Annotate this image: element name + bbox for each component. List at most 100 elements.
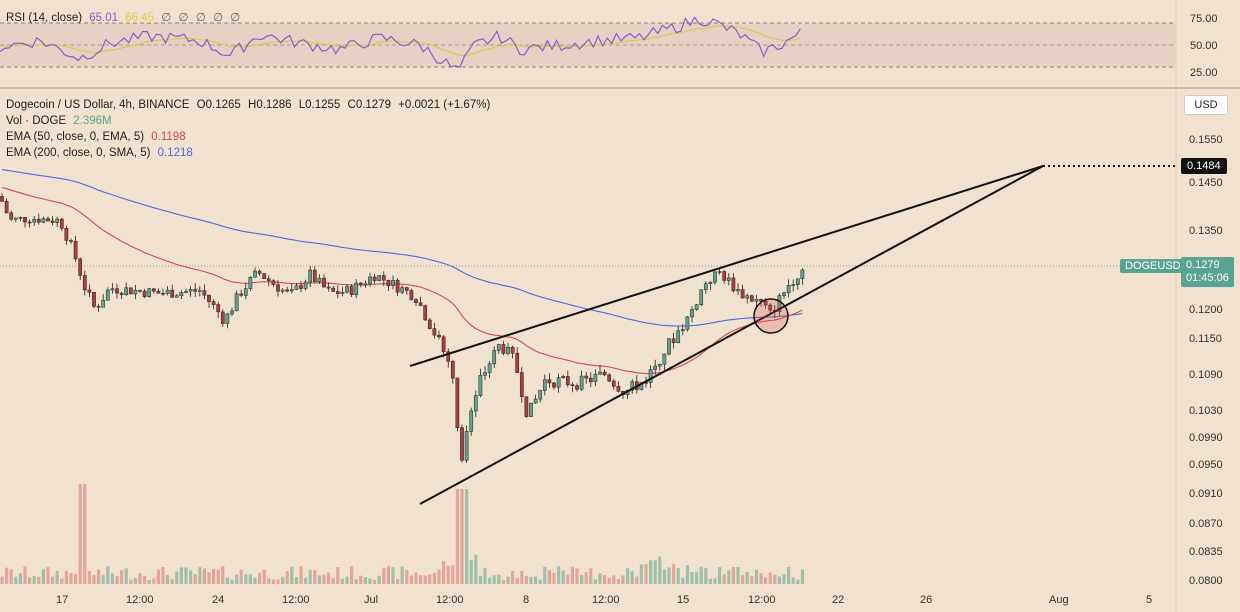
candle-body	[326, 286, 331, 289]
candle-body	[59, 218, 64, 229]
candle-body	[161, 293, 165, 295]
symbol-legend[interactable]: Dogecoin / US Dollar, 4h, BINANCE O0.126…	[6, 99, 494, 111]
ema50-label: EMA (50, close, 0, EMA, 5)	[6, 131, 145, 143]
currency-button[interactable]: USD	[1184, 95, 1228, 115]
volume-bar	[60, 578, 64, 584]
candle-body	[363, 283, 368, 286]
volume-bar	[414, 572, 418, 584]
candle-body	[312, 269, 317, 283]
candle-body	[648, 369, 653, 383]
volume-bar	[718, 567, 722, 584]
volume-bar	[345, 576, 349, 584]
candle-body	[680, 329, 685, 332]
volume-bar	[18, 573, 22, 584]
volume-bar	[248, 574, 252, 584]
candle-body	[280, 289, 285, 292]
volume-bar	[327, 572, 331, 584]
candle-body	[317, 277, 322, 283]
volume-bar	[133, 577, 137, 584]
volume-bar	[543, 566, 547, 584]
candle-body	[538, 390, 543, 400]
y-tick-label: 0.1150	[1189, 333, 1222, 345]
candle-body	[253, 270, 257, 278]
volume-bar	[754, 569, 758, 584]
volume-bar	[561, 570, 565, 584]
candle-body	[193, 289, 198, 292]
rsi-tick-50: 50.00	[1190, 40, 1218, 52]
volume-bar	[267, 578, 271, 584]
candle-body	[105, 289, 110, 301]
volume-bar	[511, 571, 515, 584]
candle-body	[768, 304, 773, 311]
rsi-ma-line	[0, 25, 801, 57]
wedge-upper-line[interactable]	[409, 165, 1044, 367]
candle-body	[156, 290, 161, 294]
candle-body	[671, 338, 676, 343]
candle-body	[395, 279, 400, 293]
volume-bar	[474, 554, 478, 584]
candle-body	[41, 218, 46, 223]
candle-body	[82, 275, 87, 291]
candle-body	[234, 293, 239, 312]
volume-bar	[621, 575, 625, 584]
price-axis[interactable]: 0.1550 0.1450 0.1350 0.1200 0.1150 0.109…	[1189, 134, 1223, 587]
candle-body	[570, 384, 575, 386]
rsi-legend[interactable]: RSI (14, close) 65.01 66.45 ∅ ∅ ∅ ∅ ∅	[6, 10, 244, 24]
ema200-legend[interactable]: EMA (200, close, 0, SMA, 5) 0.1218	[6, 147, 197, 159]
wedge-lower-line[interactable]	[419, 165, 1044, 505]
candle-body	[745, 295, 750, 299]
candle-body	[78, 258, 83, 276]
candle-body	[225, 313, 230, 324]
y-tick-label: 0.0835	[1189, 546, 1223, 558]
volume-bar	[584, 572, 588, 584]
candle-body	[791, 284, 796, 286]
volume-bar	[175, 571, 179, 584]
candle-body	[455, 377, 460, 428]
volume-bar	[672, 564, 676, 584]
x-tick-label: 12:00	[592, 594, 620, 606]
last-price: 0.1279	[1186, 259, 1220, 271]
volume-bar	[235, 574, 239, 584]
volume-bar	[207, 572, 211, 584]
candle-body	[690, 309, 694, 318]
volume-bar	[382, 567, 386, 584]
y-tick-label: 0.1350	[1189, 225, 1223, 237]
volume-legend[interactable]: Vol · DOGE 2.396M	[6, 115, 116, 127]
ema200-line	[1, 169, 803, 327]
candle-body	[257, 270, 262, 274]
high-value: 0.1286	[256, 99, 292, 111]
close-value: 0.1279	[355, 99, 391, 111]
candle-body	[676, 330, 681, 343]
y-tick-label: 0.1550	[1189, 134, 1223, 146]
volume-bar	[368, 578, 372, 584]
candle-body	[335, 291, 340, 294]
volume-bar	[124, 568, 128, 584]
candle-body	[496, 344, 501, 351]
x-tick-label: 15	[677, 594, 689, 606]
change-value: +0.0021 (+1.67%)	[398, 99, 491, 111]
candle-body	[101, 299, 106, 308]
candle-body	[414, 299, 418, 304]
candle-body	[147, 288, 152, 297]
candle-body	[584, 375, 589, 379]
candle-body	[473, 395, 478, 412]
candle-body	[179, 292, 184, 296]
ema50-legend[interactable]: EMA (50, close, 0, EMA, 5) 0.1198	[6, 131, 190, 143]
candle-body	[653, 365, 658, 370]
candle-body	[717, 271, 722, 273]
candle-body	[565, 376, 570, 385]
candle-body	[345, 286, 349, 293]
candle-body	[184, 290, 188, 293]
volume-bar	[304, 577, 308, 584]
candle-body	[32, 218, 37, 223]
candle-body	[598, 371, 602, 375]
time-axis[interactable]: 17 12:00 24 12:00 Jul 12:00 8 12:00 15 1…	[56, 594, 1152, 606]
volume-bar	[446, 566, 450, 584]
candle-body	[9, 212, 14, 220]
volume-bar	[520, 570, 524, 584]
candle-body	[13, 217, 18, 220]
candle-body	[285, 289, 290, 292]
candle-body	[294, 285, 299, 290]
volume-bar	[685, 564, 689, 584]
